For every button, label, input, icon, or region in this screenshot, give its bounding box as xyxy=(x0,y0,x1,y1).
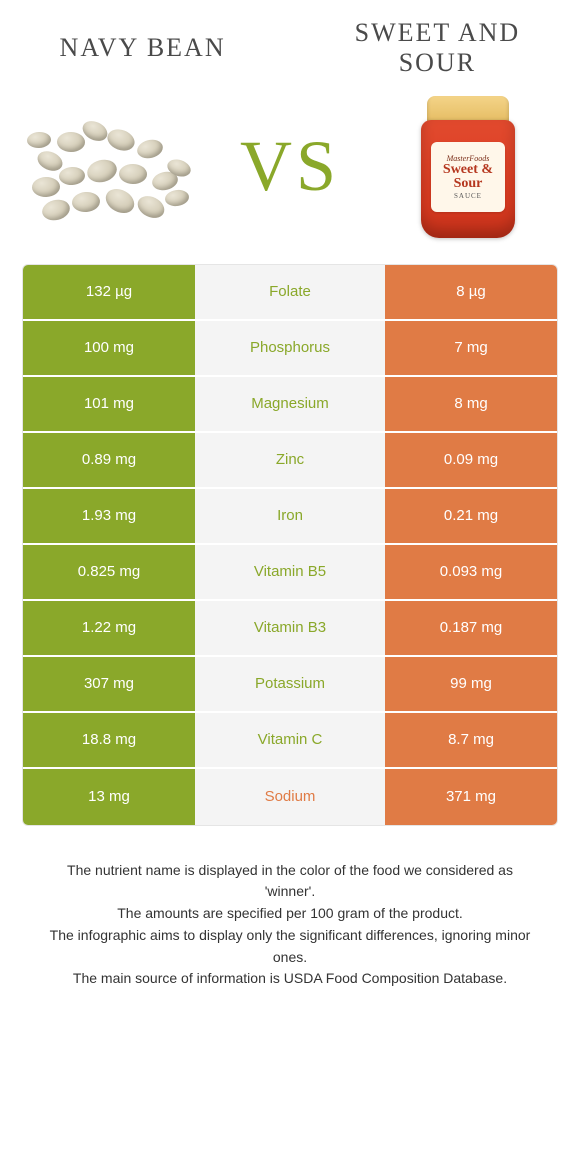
left-value: 132 µg xyxy=(23,265,195,319)
right-value: 0.21 mg xyxy=(385,489,557,543)
left-value: 0.89 mg xyxy=(23,433,195,487)
left-food-title: NAVY BEAN xyxy=(22,33,263,63)
left-value: 18.8 mg xyxy=(23,713,195,767)
left-value: 307 mg xyxy=(23,657,195,711)
nutrient-name: Iron xyxy=(195,489,385,543)
footer-line: The main source of information is USDA F… xyxy=(46,968,534,990)
nutrient-name: Vitamin C xyxy=(195,713,385,767)
right-value: 8.7 mg xyxy=(385,713,557,767)
footer-line: The infographic aims to display only the… xyxy=(46,925,534,968)
nutrient-name: Phosphorus xyxy=(195,321,385,375)
left-value: 101 mg xyxy=(23,377,195,431)
right-value: 0.093 mg xyxy=(385,545,557,599)
nutrient-name: Vitamin B3 xyxy=(195,601,385,655)
right-food-title: SWEET AND SOUR xyxy=(317,18,558,78)
nutrient-table: 132 µgFolate8 µg100 mgPhosphorus7 mg101 … xyxy=(22,264,558,826)
table-row: 1.22 mgVitamin B30.187 mg xyxy=(23,601,557,657)
footer-line: The amounts are specified per 100 gram o… xyxy=(46,903,534,925)
table-row: 101 mgMagnesium8 mg xyxy=(23,377,557,433)
nutrient-name: Folate xyxy=(195,265,385,319)
footer-notes: The nutrient name is displayed in the co… xyxy=(22,860,558,990)
left-value: 1.93 mg xyxy=(23,489,195,543)
nutrient-name: Magnesium xyxy=(195,377,385,431)
right-value: 99 mg xyxy=(385,657,557,711)
table-row: 132 µgFolate8 µg xyxy=(23,265,557,321)
table-row: 18.8 mgVitamin C8.7 mg xyxy=(23,713,557,769)
hero-row: VS MasterFoods Sweet & Sour SAUCE xyxy=(22,92,558,242)
table-row: 307 mgPotassium99 mg xyxy=(23,657,557,713)
right-value: 7 mg xyxy=(385,321,557,375)
left-value: 13 mg xyxy=(23,769,195,825)
right-food-image: MasterFoods Sweet & Sour SAUCE xyxy=(378,92,558,242)
nutrient-name: Potassium xyxy=(195,657,385,711)
table-row: 0.825 mgVitamin B50.093 mg xyxy=(23,545,557,601)
table-row: 0.89 mgZinc0.09 mg xyxy=(23,433,557,489)
jar-sub: SAUCE xyxy=(454,192,482,200)
left-food-image xyxy=(22,92,202,242)
nutrient-name: Zinc xyxy=(195,433,385,487)
left-value: 0.825 mg xyxy=(23,545,195,599)
titles-row: NAVY BEAN SWEET AND SOUR xyxy=(22,18,558,78)
right-value: 8 mg xyxy=(385,377,557,431)
left-value: 1.22 mg xyxy=(23,601,195,655)
right-value: 0.187 mg xyxy=(385,601,557,655)
right-value: 8 µg xyxy=(385,265,557,319)
table-row: 13 mgSodium371 mg xyxy=(23,769,557,825)
table-row: 1.93 mgIron0.21 mg xyxy=(23,489,557,545)
footer-line: The nutrient name is displayed in the co… xyxy=(46,860,534,903)
right-value: 371 mg xyxy=(385,769,557,825)
nutrient-name: Vitamin B5 xyxy=(195,545,385,599)
nutrient-name: Sodium xyxy=(195,769,385,825)
vs-label: VS xyxy=(240,125,340,208)
left-value: 100 mg xyxy=(23,321,195,375)
table-row: 100 mgPhosphorus7 mg xyxy=(23,321,557,377)
jar-name: Sweet & Sour xyxy=(431,163,505,192)
right-value: 0.09 mg xyxy=(385,433,557,487)
